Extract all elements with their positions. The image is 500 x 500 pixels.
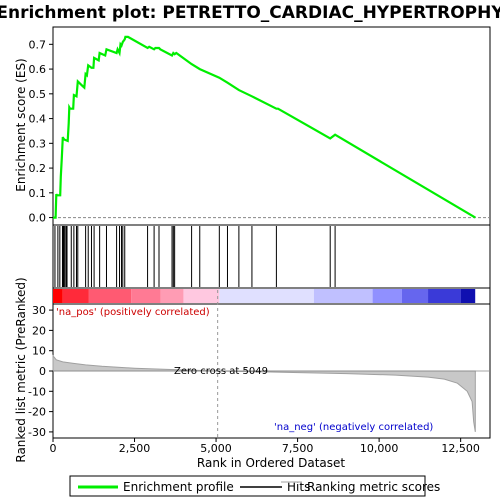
legend-metric-label: Ranking metric scores bbox=[307, 480, 440, 494]
heatmap-segment bbox=[183, 289, 220, 303]
es-y-tick-label: 0.3 bbox=[29, 137, 47, 150]
enrichment-profile-line bbox=[53, 35, 476, 219]
x-tick-label: 12,500 bbox=[441, 442, 480, 455]
axis-layer: 0.0 0.1 0.2 0.3 0.4 0.5 0.6 0.7 -30 -20 -10 0 10 20 30… bbox=[28, 38, 480, 455]
heatmap-segment bbox=[460, 289, 476, 303]
x-axis-title: Rank in Ordered Dataset bbox=[197, 456, 345, 470]
heatmap-tail bbox=[475, 289, 490, 303]
es-axis-title: Enrichment score (ES) bbox=[14, 58, 28, 191]
positive-correlation-label: 'na_pos' (positively correlated) bbox=[56, 307, 210, 318]
metric-y-tick-label: 0 bbox=[39, 365, 46, 378]
legend-hits-label: Hits bbox=[287, 480, 310, 494]
heatmap-segment bbox=[88, 289, 132, 303]
metric-y-tick-label: -10 bbox=[28, 385, 46, 398]
legend-box bbox=[69, 475, 426, 497]
metric-y-tick-label: 20 bbox=[32, 324, 46, 337]
heatmap-layer bbox=[53, 289, 490, 303]
heatmap-segment bbox=[401, 289, 429, 303]
es-y-tick-label: 0.6 bbox=[29, 63, 47, 76]
heatmap-segment bbox=[219, 289, 314, 303]
heatmap-segment bbox=[131, 289, 161, 303]
x-tick-label: 10,000 bbox=[360, 442, 399, 455]
metric-axis-title: Ranked list metric (PreRanked) bbox=[14, 277, 28, 462]
es-y-tick-label: 0.4 bbox=[29, 113, 47, 126]
legend-enrichment-label: Enrichment profile bbox=[123, 480, 234, 494]
metric-y-tick-label: 30 bbox=[32, 304, 46, 317]
es-y-tick-label: 0.0 bbox=[29, 212, 47, 225]
metric-y-tick-label: -30 bbox=[28, 426, 46, 439]
es-y-tick-label: 0.1 bbox=[29, 187, 47, 200]
heatmap-segment bbox=[53, 289, 63, 303]
heatmap-segment bbox=[428, 289, 461, 303]
es-layer bbox=[53, 35, 490, 219]
es-y-tick-label: 0.5 bbox=[29, 88, 47, 101]
heatmap-segment bbox=[313, 289, 373, 303]
es-panel-frame bbox=[52, 26, 491, 226]
es-y-tick-label: 0.2 bbox=[29, 162, 47, 175]
chart-title: Enrichment plot: PETRETTO_CARDIAC_HYPERT… bbox=[0, 3, 500, 23]
x-tick-label: 5,000 bbox=[200, 442, 232, 455]
x-tick-label: 2,500 bbox=[119, 442, 151, 455]
negative-correlation-label: 'na_neg' (negatively correlated) bbox=[274, 422, 433, 433]
metric-layer bbox=[52, 290, 490, 438]
metric-y-tick-label: -20 bbox=[28, 406, 46, 419]
hits-layer bbox=[54, 226, 336, 287]
heatmap-segment bbox=[372, 289, 402, 303]
hits-panel-frame bbox=[52, 224, 491, 289]
x-tick-label: 7,500 bbox=[282, 442, 314, 455]
x-tick-label: 0 bbox=[50, 442, 57, 455]
metric-y-tick-label: 10 bbox=[32, 345, 46, 358]
zero-cross-label: Zero cross at 5049 bbox=[174, 366, 268, 377]
heatmap-segment bbox=[160, 289, 184, 303]
es-y-tick-label: 0.7 bbox=[29, 38, 47, 51]
heatmap-segment bbox=[62, 289, 89, 303]
